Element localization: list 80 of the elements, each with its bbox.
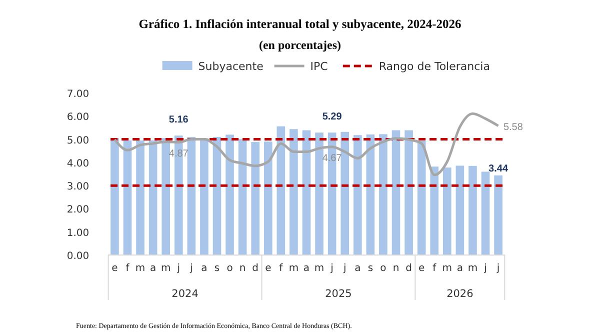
x-tick-label: s — [214, 263, 220, 274]
x-tick-label: a — [201, 263, 208, 274]
bar — [340, 132, 350, 255]
legend-label: IPC — [310, 60, 328, 73]
bar — [187, 136, 196, 255]
bar — [110, 138, 119, 255]
x-tick-label: j — [176, 263, 180, 274]
x-tick-label: o — [380, 263, 386, 274]
x-tick-label: e — [418, 263, 425, 274]
bar — [366, 134, 375, 255]
bar — [468, 166, 477, 255]
y-tick-label: 3.00 — [66, 182, 90, 193]
bar — [456, 166, 464, 255]
bar — [200, 138, 208, 255]
x-tick-label: m — [288, 263, 299, 274]
bar — [430, 166, 439, 255]
x-tick-label: n — [239, 263, 246, 274]
bar — [148, 140, 158, 255]
bar — [494, 175, 502, 255]
bar — [212, 136, 222, 255]
bar — [264, 142, 272, 255]
x-tick-label: m — [314, 263, 324, 274]
x-tick-label: j — [342, 263, 346, 274]
bar — [315, 132, 324, 255]
x-tick-label: f — [279, 263, 284, 274]
bar — [302, 130, 311, 255]
x-tick-label: a — [303, 263, 310, 274]
data-label: 3.44 — [488, 163, 508, 174]
x-tick-label: m — [442, 263, 452, 274]
bar — [404, 130, 413, 255]
bar — [238, 139, 247, 255]
x-tick-label: a — [354, 263, 361, 274]
y-tick-label: 4.00 — [66, 158, 90, 170]
bar — [276, 126, 286, 255]
x-tick-label: s — [368, 263, 374, 274]
x-tick-label: n — [392, 263, 400, 274]
x-tick-label: o — [226, 263, 233, 274]
x-tick-label: j — [189, 263, 193, 274]
y-tick-label: 0.00 — [66, 251, 90, 262]
text: 2025 — [325, 288, 352, 300]
chart-title: Gráfico 1. Inflación interanual total y subyacente, 2024-2026 — [138, 17, 462, 31]
x-tick-label: f — [126, 263, 130, 274]
y-tick-label: 7.00 — [66, 89, 90, 100]
legend-label: Subyacente — [198, 60, 264, 73]
bar — [136, 140, 144, 255]
y-tick-label: 6.00 — [66, 112, 90, 124]
x-tick-label: a — [456, 263, 463, 274]
x-tick-label: f — [432, 263, 437, 274]
x-tick-label: a — [150, 263, 156, 274]
data-label: 5.29 — [322, 112, 342, 123]
text: 2026 — [446, 288, 474, 300]
y-tick-label: 5.00 — [66, 135, 90, 146]
x-tick-label: j — [330, 263, 334, 274]
bar — [290, 129, 298, 255]
bar — [417, 140, 426, 255]
bar — [123, 140, 132, 255]
x-tick-label: m — [468, 263, 478, 274]
text: 2024 — [172, 288, 199, 300]
bar — [442, 168, 452, 255]
data-label: 5.58 — [503, 122, 524, 133]
x-tick-label: j — [483, 263, 487, 274]
legend-label: Rango de Tolerancia — [378, 60, 490, 73]
x-tick-label: d — [252, 263, 259, 274]
bar — [379, 134, 388, 255]
x-tick-label: m — [135, 263, 146, 274]
bar — [251, 142, 260, 255]
bar — [392, 130, 400, 255]
x-tick-label: e — [265, 263, 272, 274]
data-label: 5.16 — [168, 114, 189, 126]
bar — [353, 135, 362, 255]
y-tick-label: 1.00 — [66, 228, 90, 239]
x-tick-label: m — [160, 263, 171, 274]
bar — [481, 172, 490, 255]
x-tick-label: e — [112, 263, 118, 274]
x-tick-label: j — [496, 263, 500, 274]
y-tick-label: 2.00 — [66, 204, 90, 216]
chart-subtitle: (en porcentajes) — [258, 38, 342, 52]
bar — [226, 134, 234, 255]
bar — [162, 138, 170, 255]
x-tick-label: d — [406, 263, 412, 274]
